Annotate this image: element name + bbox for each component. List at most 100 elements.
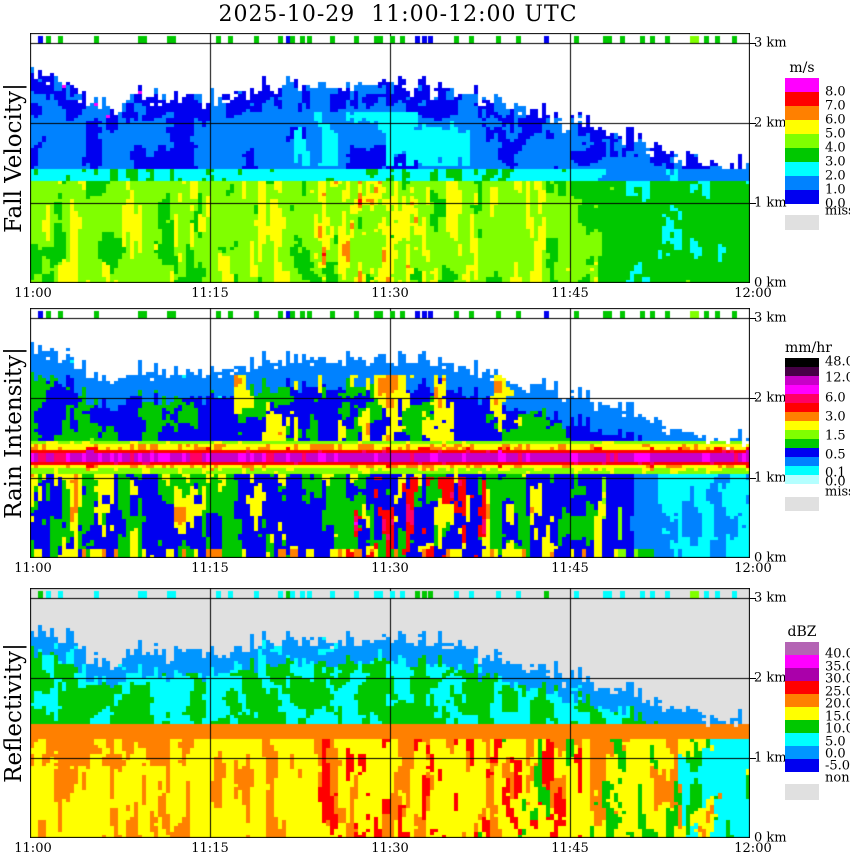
legend-tick-label: 10.0 — [825, 721, 850, 737]
legend-color-band — [785, 759, 819, 772]
legend-color-band — [785, 466, 819, 475]
time-tick-label: 11:15 — [191, 286, 229, 301]
reflectivity-axis-label: Reflectivity| — [1, 643, 27, 783]
legend-tick-label: 48.0 — [825, 354, 850, 370]
legend-tick-label: 0.0 — [825, 474, 846, 490]
legend-tick-label: 3.0 — [825, 154, 846, 170]
time-tick-label: 11:15 — [191, 561, 229, 576]
legend-color-band — [785, 746, 819, 759]
height-tick — [750, 678, 756, 679]
legend-miss-label: none — [825, 770, 850, 786]
legend-tick-label: 15.0 — [825, 709, 850, 725]
height-tick-label: 2 km — [754, 115, 787, 131]
legend-tick-label: 40.0 — [825, 646, 850, 662]
time-tick-label: 11:45 — [551, 841, 589, 856]
legend-color-band — [785, 403, 819, 412]
legend-tick-label: 1.5 — [825, 428, 846, 444]
legend-tick-label: 5.0 — [825, 126, 846, 142]
legend-color-band — [785, 106, 819, 120]
height-tick — [750, 43, 756, 44]
legend-color-band — [785, 421, 819, 430]
rain-intensity-axis-label: Rain Intensity| — [1, 347, 27, 519]
legend-color-band — [785, 376, 819, 385]
time-tick-label: 11:30 — [371, 841, 409, 856]
time-tick-label: 12:00 — [734, 286, 772, 301]
legend-miss-band — [785, 497, 819, 511]
legend-tick-label: 0.1 — [825, 465, 846, 481]
legend-color-band — [785, 148, 819, 162]
legend-tick-label: 35.0 — [825, 659, 850, 675]
height-tick-label: 0 km — [754, 275, 787, 291]
legend-color-band — [785, 367, 819, 376]
height-tick — [750, 203, 756, 204]
height-tick-label: 1 km — [754, 470, 787, 486]
legend-tick-label: 20.0 — [825, 696, 850, 712]
legend-color-band — [785, 92, 819, 106]
legend-color-band — [785, 681, 819, 694]
legend-color-band — [785, 120, 819, 134]
legend-color-band — [785, 78, 819, 92]
time-tick-label: 11:30 — [371, 561, 409, 576]
height-tick-label: 2 km — [754, 390, 787, 406]
legend-color-band — [785, 394, 819, 403]
fall-velocity-heatmap — [30, 33, 750, 283]
legend-tick-label: 0.5 — [825, 447, 846, 463]
legend-tick-label: 1.0 — [825, 182, 846, 198]
legend-tick-label: 6.0 — [825, 112, 846, 128]
time-tick-label: 11:00 — [14, 561, 52, 576]
height-tick — [750, 318, 756, 319]
legend-tick-label: 3.0 — [825, 409, 846, 425]
legend-miss-label: miss — [825, 203, 850, 219]
time-tick-label: 12:00 — [734, 561, 772, 576]
time-tick-label: 11:00 — [14, 841, 52, 856]
legend-color-band — [785, 448, 819, 457]
legend-color-band — [785, 385, 819, 394]
legend-miss-band — [785, 215, 819, 230]
legend-tick-label: 25.0 — [825, 684, 850, 700]
height-tick-label: 1 km — [754, 750, 787, 766]
height-tick-label: 0 km — [754, 830, 787, 846]
time-tick-label: 11:15 — [191, 841, 229, 856]
legend-color-band — [785, 475, 819, 484]
time-tick-label: 11:45 — [551, 561, 589, 576]
height-tick-label: 3 km — [754, 590, 787, 606]
legend-tick-label: 8.0 — [825, 84, 846, 100]
legend-tick-label: 4.0 — [825, 140, 846, 156]
legend-color-band — [785, 720, 819, 733]
reflectivity-heatmap — [30, 588, 750, 838]
legend-color-band — [785, 190, 819, 204]
height-tick — [750, 478, 756, 479]
time-tick-label: 11:00 — [14, 286, 52, 301]
legend-color-band — [785, 162, 819, 176]
fall-velocity-axis-label: Fall Velocity| — [1, 83, 27, 233]
legend-color-band — [785, 176, 819, 190]
legend-tick-label: 30.0 — [825, 671, 850, 687]
legend-tick-label: 6.0 — [825, 390, 846, 406]
legend-tick-label: 0.0 — [825, 196, 846, 212]
time-tick-label: 11:45 — [551, 286, 589, 301]
height-tick-label: 2 km — [754, 670, 787, 686]
time-tick-label: 11:30 — [371, 286, 409, 301]
rain-intensity-heatmap — [30, 308, 750, 558]
legend-color-band — [785, 457, 819, 466]
legend-color-band — [785, 358, 819, 367]
height-tick — [750, 758, 756, 759]
legend-color-band — [785, 134, 819, 148]
height-tick — [750, 123, 756, 124]
height-tick-label: 3 km — [754, 35, 787, 51]
legend-color-band — [785, 694, 819, 707]
legend-tick-label: -5.0 — [825, 758, 850, 774]
legend-title: m/s — [789, 60, 815, 76]
height-tick-label: 0 km — [754, 550, 787, 566]
legend-miss-label: miss — [825, 484, 850, 500]
height-tick — [750, 598, 756, 599]
legend-color-band — [785, 733, 819, 746]
legend-tick-label: 0.0 — [825, 746, 846, 762]
page-title: 2025-10-29 11:00-12:00 UTC — [218, 2, 578, 27]
height-tick-label: 1 km — [754, 195, 787, 211]
legend-tick-label: 7.0 — [825, 98, 846, 114]
legend-miss-band — [785, 784, 819, 800]
legend-color-band — [785, 412, 819, 421]
legend-tick-label: 12.0 — [825, 370, 850, 386]
legend-tick-label: 5.0 — [825, 734, 846, 750]
